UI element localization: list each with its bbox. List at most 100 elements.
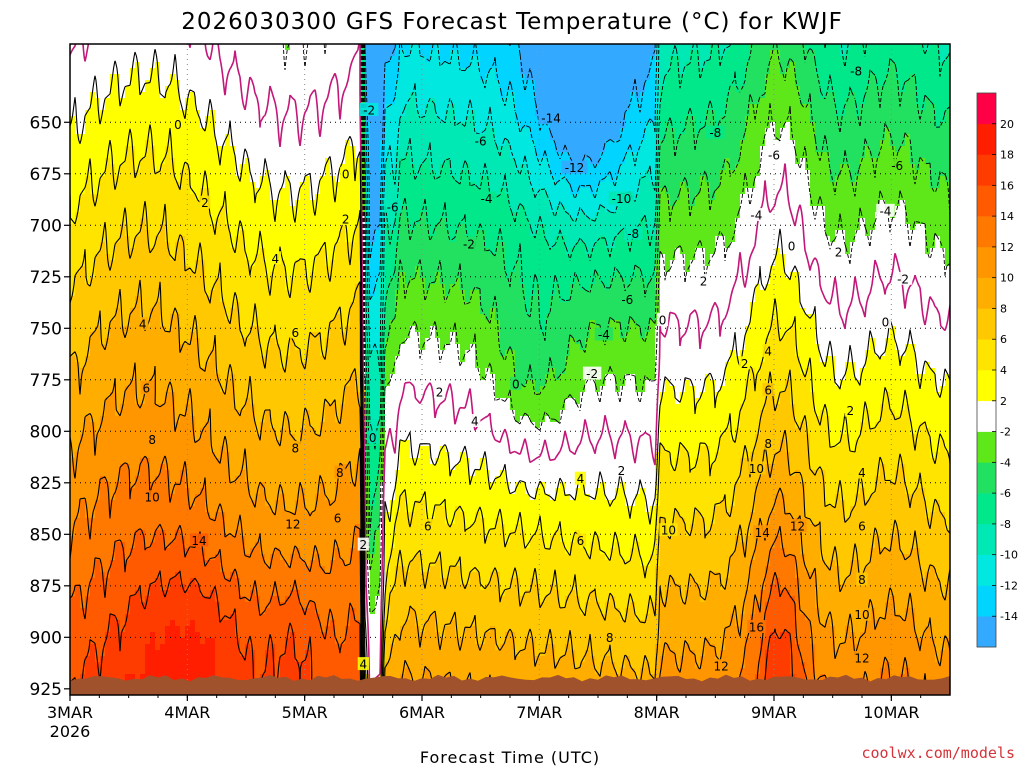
temperature-cell <box>800 122 805 128</box>
temperature-cell <box>380 50 385 56</box>
temperature-cell <box>785 134 790 140</box>
temperature-cell <box>595 62 600 68</box>
temperature-cell <box>915 92 920 98</box>
temperature-cell <box>900 104 905 110</box>
temperature-cell <box>685 86 690 92</box>
temperature-cell <box>595 56 600 62</box>
temperature-cell <box>565 134 570 140</box>
temperature-cell <box>175 140 180 146</box>
temperature-cell <box>665 104 670 110</box>
temperature-cell <box>345 50 350 56</box>
temperature-cell <box>905 74 910 80</box>
temperature-cell <box>740 98 745 104</box>
temperature-cell <box>765 44 770 50</box>
temperature-cell <box>125 98 130 104</box>
temperature-cell <box>890 104 895 110</box>
temperature-cell <box>835 110 840 116</box>
temperature-cell <box>105 74 110 80</box>
temperature-cell <box>445 68 450 74</box>
temperature-cell <box>110 134 115 140</box>
temperature-cell <box>830 68 835 74</box>
temperature-cell <box>460 146 465 152</box>
temperature-cell <box>525 62 530 68</box>
temperature-cell <box>530 62 535 68</box>
temperature-cell <box>780 68 785 74</box>
temperature-cell <box>310 146 315 152</box>
temperature-cell <box>430 122 435 128</box>
temperature-cell <box>275 92 280 98</box>
temperature-cell <box>445 122 450 128</box>
temperature-cell <box>615 152 620 158</box>
temperature-cell <box>880 68 885 74</box>
temperature-cell <box>505 152 510 158</box>
temperature-cell <box>70 104 75 110</box>
temperature-cell <box>310 116 315 122</box>
temperature-cell <box>245 62 250 68</box>
temperature-cell <box>525 140 530 146</box>
temperature-cell <box>430 86 435 92</box>
temperature-cell <box>580 122 585 128</box>
temperature-cell <box>785 80 790 86</box>
temperature-cell <box>695 104 700 110</box>
temperature-cell <box>305 134 310 140</box>
temperature-cell <box>400 134 405 140</box>
temperature-cell <box>280 104 285 110</box>
temperature-cell <box>585 122 590 128</box>
temperature-cell <box>285 68 290 74</box>
temperature-cell <box>450 80 455 86</box>
temperature-cell <box>345 152 350 158</box>
temperature-cell <box>605 98 610 104</box>
temperature-cell <box>930 134 935 140</box>
temperature-cell <box>295 56 300 62</box>
temperature-cell <box>790 44 795 50</box>
temperature-cell <box>75 146 80 152</box>
temperature-cell <box>265 50 270 56</box>
temperature-cell <box>735 50 740 56</box>
temperature-cell <box>615 56 620 62</box>
temperature-cell <box>645 98 650 104</box>
temperature-cell <box>460 122 465 128</box>
temperature-cell <box>575 152 580 158</box>
temperature-cell <box>290 152 295 158</box>
temperature-cell <box>865 104 870 110</box>
temperature-cell <box>385 116 390 122</box>
temperature-cell <box>195 68 200 74</box>
temperature-cell <box>495 104 500 110</box>
temperature-cell <box>490 116 495 122</box>
temperature-cell <box>470 116 475 122</box>
temperature-cell <box>485 62 490 68</box>
temperature-cell <box>420 140 425 146</box>
temperature-cell <box>375 68 380 74</box>
temperature-cell <box>880 50 885 56</box>
temperature-cell <box>325 122 330 128</box>
temperature-cell <box>700 80 705 86</box>
temperature-cell <box>205 92 210 98</box>
temperature-cell <box>600 110 605 116</box>
temperature-cell <box>580 56 585 62</box>
temperature-cell <box>780 140 785 146</box>
temperature-cell <box>410 74 415 80</box>
temperature-cell <box>120 110 125 116</box>
temperature-cell <box>465 134 470 140</box>
temperature-cell <box>555 74 560 80</box>
temperature-cell <box>905 110 910 116</box>
temperature-cell <box>735 62 740 68</box>
temperature-cell <box>450 92 455 98</box>
temperature-cell <box>910 50 915 56</box>
temperature-cell <box>750 152 755 158</box>
temperature-cell <box>330 146 335 152</box>
temperature-cell <box>750 74 755 80</box>
temperature-cell <box>800 62 805 68</box>
temperature-cell <box>330 104 335 110</box>
temperature-cell <box>520 44 525 50</box>
temperature-cell <box>115 134 120 140</box>
temperature-cell <box>90 140 95 146</box>
temperature-cell <box>815 50 820 56</box>
temperature-cell <box>285 80 290 86</box>
temperature-cell <box>115 44 120 50</box>
temperature-cell <box>155 128 160 134</box>
temperature-cell <box>630 116 635 122</box>
temperature-cell <box>595 44 600 50</box>
temperature-cell <box>640 62 645 68</box>
temperature-cell <box>90 50 95 56</box>
